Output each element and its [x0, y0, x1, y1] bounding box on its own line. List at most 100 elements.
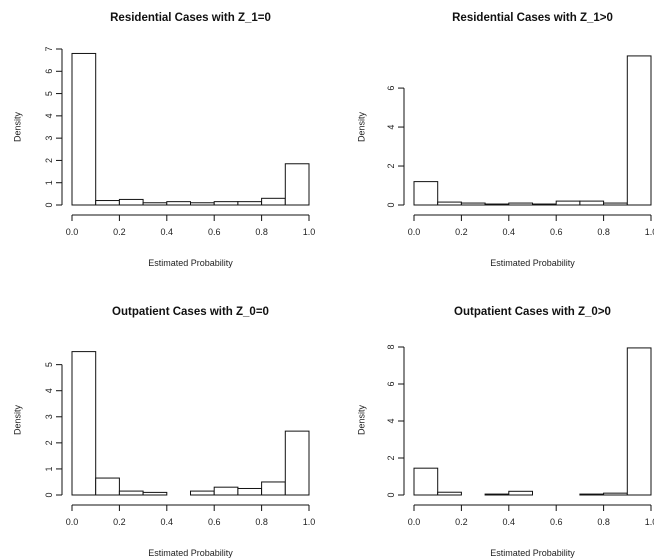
histogram-bar — [118, 490, 144, 496]
x-tick-label: 0.0 — [408, 227, 421, 237]
histogram-bar — [603, 202, 628, 206]
x-tick-label: 1.0 — [645, 517, 654, 527]
x-tick-label: 1.0 — [645, 227, 654, 237]
histogram-bar — [626, 347, 652, 496]
y-tick-label: 5 — [44, 362, 54, 367]
histogram-bar — [437, 491, 462, 496]
y-tick-label: 0 — [44, 202, 54, 207]
histogram-bar — [532, 203, 557, 206]
y-tick-label: 0 — [386, 202, 396, 207]
y-tick-label: 6 — [386, 86, 396, 91]
y-tick-label: 1 — [44, 466, 54, 471]
histogram-bar — [603, 492, 628, 496]
histogram-bar — [555, 200, 581, 206]
histogram-bar — [626, 55, 652, 206]
x-tick-label: 0.6 — [208, 517, 221, 527]
y-tick-label: 2 — [386, 164, 396, 169]
histogram-bar — [284, 430, 310, 496]
y-tick-label: 5 — [44, 91, 54, 96]
x-tick-label: 0.2 — [455, 517, 468, 527]
y-tick-label: 6 — [44, 69, 54, 74]
chart-title: Outpatient Cases with Z_0>0 — [454, 306, 611, 318]
x-tick-label: 1.0 — [303, 517, 316, 527]
x-tick-label: 0.6 — [208, 227, 221, 237]
histogram-bar — [237, 201, 263, 206]
y-tick-label: 0 — [386, 492, 396, 497]
x-tick-label: 0.0 — [66, 227, 79, 237]
y-axis-label: Density — [356, 404, 366, 435]
histogram-bar — [95, 200, 120, 206]
y-tick-label: 4 — [44, 388, 54, 393]
histogram-bar — [284, 163, 310, 206]
y-axis-label: Density — [12, 404, 22, 435]
x-tick-label: 0.8 — [255, 227, 268, 237]
histogram-bar — [261, 197, 286, 206]
x-axis-label: Estimated Probability — [148, 258, 233, 268]
histogram-bar — [118, 198, 144, 206]
histogram-panel-3: Outpatient Cases with Z_0=0 0.0 0.2 0.4 0.6 0… — [12, 306, 315, 558]
x-tick-label: 0.6 — [550, 227, 563, 237]
histogram-bar — [213, 201, 239, 206]
histogram-bar — [71, 52, 97, 206]
x-tick-label: 1.0 — [303, 227, 316, 237]
histogram-bar — [71, 351, 97, 496]
histogram-bar — [484, 493, 510, 496]
histogram-bar — [237, 487, 263, 496]
y-axis-label: Density — [356, 111, 366, 142]
y-axis-label: Density — [12, 111, 22, 142]
histogram-panel-2: Residential Cases with Z_1>0 0.0 0.2 0.4 0.6… — [356, 12, 654, 268]
x-tick-label: 0.4 — [161, 517, 174, 527]
histogram-panel-4: Outpatient Cases with Z_0>0 0.0 0.2 0.4 0.6 0… — [356, 306, 654, 558]
y-tick-label: 6 — [386, 381, 396, 386]
y-tick-label: 3 — [44, 414, 54, 419]
y-tick-label: 4 — [386, 125, 396, 130]
y-tick-label: 1 — [44, 180, 54, 185]
histogram-bar — [142, 202, 168, 206]
y-tick-label: 4 — [44, 113, 54, 118]
histogram-bar — [190, 202, 215, 206]
x-tick-label: 0.2 — [113, 227, 126, 237]
x-tick-label: 0.2 — [455, 227, 468, 237]
x-tick-label: 0.0 — [66, 517, 79, 527]
histogram-bar — [413, 467, 439, 496]
histogram-bar — [413, 181, 439, 206]
y-tick-label: 0 — [44, 492, 54, 497]
x-tick-label: 0.0 — [408, 517, 421, 527]
x-tick-label: 0.4 — [503, 517, 516, 527]
histogram-bar — [142, 491, 168, 496]
y-tick-label: 7 — [44, 46, 54, 51]
x-tick-label: 0.8 — [597, 227, 610, 237]
y-tick-label: 2 — [44, 440, 54, 445]
y-tick-label: 3 — [44, 136, 54, 141]
histogram-bar — [190, 490, 215, 496]
chart-title: Residential Cases with Z_1=0 — [110, 12, 271, 24]
histogram-bar — [213, 486, 239, 496]
y-tick-label: 2 — [44, 158, 54, 163]
x-tick-label: 0.6 — [550, 517, 563, 527]
histogram-panel-1: Residential Cases with Z_1=0 0.0 0.2 0.4 0.6… — [12, 12, 315, 268]
histogram-bar — [261, 481, 286, 496]
histogram-bar — [95, 477, 120, 496]
histogram-bar — [166, 201, 192, 206]
chart-title: Outpatient Cases with Z_0=0 — [112, 306, 269, 318]
x-tick-label: 0.8 — [255, 517, 268, 527]
histogram-bar — [508, 490, 533, 496]
histogram-bar — [460, 202, 486, 206]
histogram-bar — [579, 493, 605, 496]
chart-title: Residential Cases with Z_1>0 — [452, 12, 613, 24]
x-tick-label: 0.4 — [161, 227, 174, 237]
y-tick-label: 8 — [386, 344, 396, 349]
y-tick-label: 2 — [386, 455, 396, 460]
x-tick-label: 0.2 — [113, 517, 126, 527]
x-tick-label: 0.4 — [503, 227, 516, 237]
y-tick-label: 4 — [386, 418, 396, 423]
histogram-bar — [508, 202, 533, 206]
x-axis-label: Estimated Probability — [490, 548, 575, 558]
x-axis-label: Estimated Probability — [148, 548, 233, 558]
x-axis-label: Estimated Probability — [490, 258, 575, 268]
x-tick-label: 0.8 — [597, 517, 610, 527]
histogram-bar — [579, 200, 605, 206]
histogram-bar — [437, 201, 462, 206]
histogram-bar — [484, 203, 510, 206]
